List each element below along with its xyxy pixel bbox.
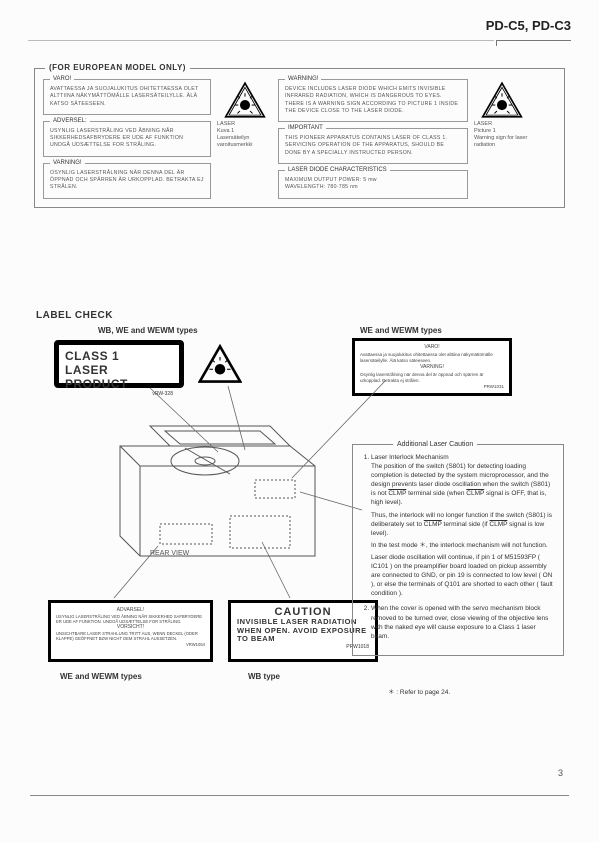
laser-caption-right: LASER Picture 1 Warning sign for laser r…	[474, 121, 529, 150]
adversel-body: USYNLIG LASERSTRÅLING VED ÅBNING NÅR SIK…	[50, 128, 204, 150]
class1-line1: CLASS 1	[65, 349, 173, 363]
varo-body: AVATTAESSA JA SUOJALUKITUS OHITETTAESSA …	[50, 86, 204, 108]
warning-title: WARNING!	[285, 75, 321, 83]
varo-label-b1: Avattaessa ja suojalukitus ohitettaessa …	[360, 352, 504, 364]
ldc-box: LASER DIODE CHARACTERISTICS MAXIMUM OUTP…	[278, 170, 468, 199]
addl-item-1: Laser Interlock Mechanism The position o…	[371, 453, 555, 598]
wb-we-wewm-label: WB, WE and WEWM types	[98, 326, 198, 335]
warning-box: WARNING! DEVICE INCLUDES LASER DIODE WHI…	[278, 79, 468, 122]
adv-code: VRW1054	[56, 642, 205, 647]
varning-box: VARNING! OSYNLIG LASERSTRÅLNING NÄR DENN…	[43, 163, 211, 199]
clmp-1: CLMP	[388, 490, 406, 497]
european-model-panel: (FOR EUROPEAN MODEL ONLY) VARO! AVATTAES…	[34, 68, 565, 208]
we-wewm-label-bl: WE and WEWM types	[60, 672, 142, 681]
varo-label-t1: VARO!	[360, 344, 504, 351]
adversel-title: ADVERSEL:	[50, 117, 90, 125]
varo-label-t2: VARNING!	[360, 364, 504, 371]
caution-code: PRW1018	[237, 644, 369, 650]
laser-warning-triangle-icon	[224, 81, 266, 119]
varning-title: VARNING!	[50, 159, 85, 167]
addl-p3: In the test mode ＊, the interlock mechan…	[371, 541, 555, 550]
addl-p2b: terminal side (if	[442, 521, 490, 528]
addl-p1b: terminal side (when	[406, 490, 466, 497]
laser-warning-triangle-icon	[481, 81, 523, 119]
we-wewm-label-right: WE and WEWM types	[360, 326, 442, 335]
important-title: IMPORTANT	[285, 124, 326, 132]
caution-body: INVISIBLE LASER RADIATION WHEN OPEN. AVO…	[237, 618, 369, 644]
addl-caution-title: Additional Laser Caution	[393, 440, 477, 450]
laser-caption-left: LASER Kuva 1 Lasersäteilyn varoitusmerkk…	[217, 121, 272, 150]
refer-note: ＊ : Refer to page 24.	[388, 686, 450, 696]
adv-b1: USYNLIG LASERSTRÅLING VED ÅBNING NÅR SIK…	[56, 614, 205, 625]
addl-item-2: When the cover is opened with the servo …	[371, 604, 555, 640]
addl-p4: Laser diode oscillation will continue, i…	[371, 553, 555, 598]
additional-laser-caution-box: Additional Laser Caution Laser Interlock…	[352, 444, 564, 656]
header-corner-rule	[496, 40, 571, 46]
important-body: THIS PIONEER APPARATUS CONTAINS LASER OF…	[285, 135, 461, 157]
ldc-title: LASER DIODE CHARACTERISTICS	[285, 166, 390, 174]
label-check-title: LABEL CHECK	[36, 310, 113, 321]
ldc-body: MAXIMUM OUTPUT POWER: 5 mw WAVELENGTH: 7…	[285, 177, 461, 192]
varo-box: VARO! AVATTAESSA JA SUOJALUKITUS OHITETT…	[43, 79, 211, 115]
page-number: 3	[558, 768, 563, 778]
bottom-rule	[30, 795, 569, 796]
adversel-box: ADVERSEL: USYNLIG LASERSTRÅLING VED ÅBNI…	[43, 121, 211, 157]
varo-title: VARO!	[50, 75, 74, 83]
clmp-4: CLMP	[489, 521, 507, 528]
header-rule	[28, 40, 494, 41]
clmp-2: CLMP	[466, 490, 484, 497]
adv-b2: UNSICHTBARE LASER STRAHLUNG TRITT AUS, W…	[56, 631, 205, 642]
addl-item1-heading: Laser Interlock Mechanism	[371, 454, 449, 461]
important-box: IMPORTANT THIS PIONEER APPARATUS CONTAIN…	[278, 128, 468, 164]
wb-type-label: WB type	[248, 672, 280, 681]
header-model: PD-C5, PD-C3	[486, 18, 571, 33]
advarsel-label: ADVARSEL! USYNLIG LASERSTRÅLING VED ÅBNI…	[48, 600, 213, 662]
warning-body: DEVICE INCLUDES LASER DIODE WHICH EMITS …	[285, 86, 461, 115]
euro-panel-title: (FOR EUROPEAN MODEL ONLY)	[45, 63, 190, 72]
varning-body: OSYNLIG LASERSTRÅLNING NÄR DENNA DEL ÄR …	[50, 170, 204, 192]
laser-warning-triangle-icon	[198, 344, 242, 384]
clmp-3: CLMP	[424, 521, 442, 528]
